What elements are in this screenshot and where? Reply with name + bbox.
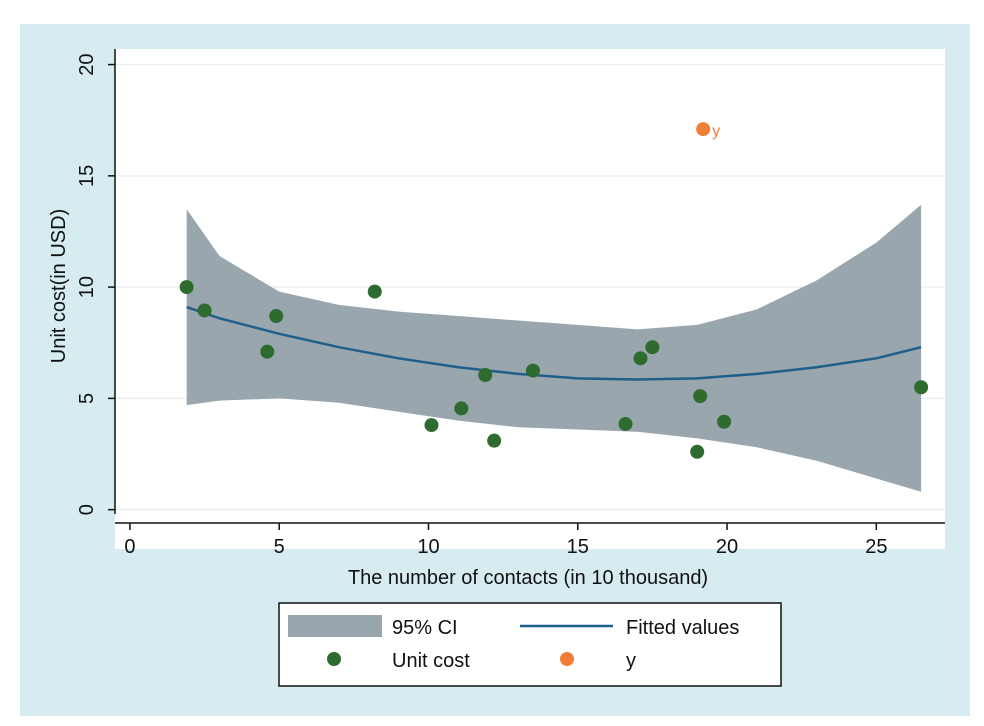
unit-cost-point [269,309,284,324]
unit-cost-point [525,363,540,378]
y-tick-label: 20 [76,53,98,75]
fit-line-layer [186,305,922,381]
unit-cost-point [633,351,648,366]
y-point-label: y [712,123,720,140]
unit-cost-point [197,303,212,318]
x-tick-label: 0 [124,536,135,558]
x-tick-label: 5 [274,536,285,558]
unit-cost-point [914,380,929,395]
ci-band-layer [186,204,922,492]
unit-cost-point [424,418,439,433]
unit-cost-point [487,433,502,448]
y-tick-label: 0 [76,504,98,515]
x-tick-label: 20 [716,536,738,558]
y-tick-label: 5 [76,393,98,404]
axis-ticks: 0 5 10 15 20 0 5 10 15 20 25 [76,53,887,558]
legend-fit-label: Fitted values [626,617,739,639]
legend-ci-swatch [288,615,382,637]
legend-ci-label: 95% CI [392,617,458,639]
y-tick-label: 15 [76,165,98,187]
legend: 95% CI Fitted values Unit cost y [278,602,782,687]
unit-cost-point [693,389,708,404]
legend-unit-cost-label: Unit cost [392,650,470,672]
x-tick-label: 25 [865,536,887,558]
unit-cost-point [618,416,633,431]
chart-frame: y 0 5 10 15 20 0 5 10 15 20 25 The number of conta… [20,24,970,716]
x-tick-label: 15 [567,536,589,558]
unit-cost-point [690,444,705,459]
fitted-line [186,305,922,381]
unit-cost-point [260,344,275,359]
points-layer: y [179,122,929,459]
x-tick-label: 10 [417,536,439,558]
unit-cost-point [179,280,194,295]
unit-cost-point [454,401,469,416]
ci-band [186,204,922,492]
y-point [696,122,711,137]
unit-cost-point [645,340,660,355]
y-tick-label: 10 [76,276,98,298]
unit-cost-point [478,368,493,383]
y-axis-title: Unit cost(in USD) [48,209,70,363]
legend-y-marker [560,652,574,666]
unit-cost-point [717,414,732,429]
legend-unit-cost-marker [327,652,341,666]
legend-y-label: y [626,650,636,672]
x-axis-title: The number of contacts (in 10 thousand) [348,567,708,589]
chart-svg: y 0 5 10 15 20 0 5 10 15 20 25 The number of conta… [48,49,945,687]
unit-cost-point [367,284,382,299]
